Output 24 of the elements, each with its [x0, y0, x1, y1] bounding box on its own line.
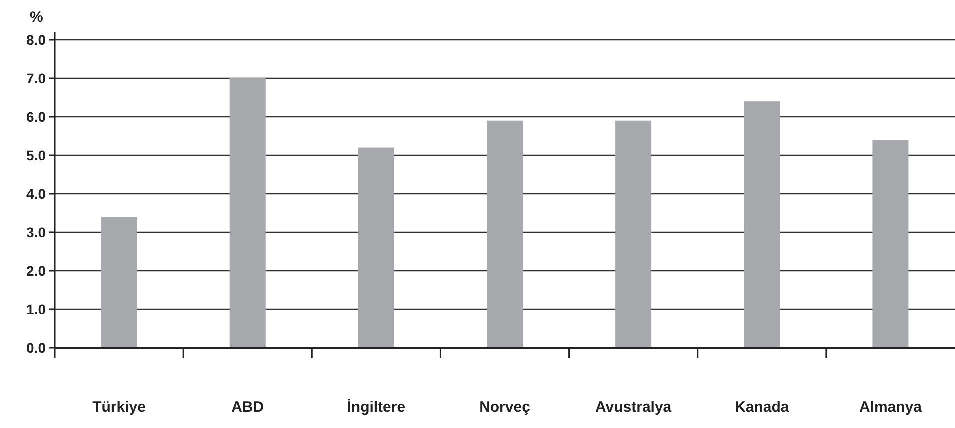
bar [358, 148, 394, 348]
x-tick-label: ABD [232, 399, 264, 416]
y-axis-title: % [30, 9, 44, 26]
y-tick-label: 4.0 [26, 186, 46, 202]
x-tick-label: Kanada [735, 399, 790, 416]
x-tick-label: Norveç [480, 399, 530, 416]
y-tick-label: 1.0 [26, 301, 46, 318]
bar [744, 102, 780, 348]
bar [101, 217, 138, 348]
y-tick-label: 0.0 [26, 340, 46, 356]
bar [487, 120, 523, 348]
y-tick-label: 8.0 [26, 32, 46, 48]
y-tick-label: 7.0 [26, 70, 46, 86]
x-tick-label: Avustralya [595, 399, 672, 416]
y-tick-label: 5.0 [26, 147, 46, 164]
x-tick-label: İngiltere [347, 399, 406, 416]
y-tick-label: 3.0 [26, 224, 46, 240]
x-tick-label: Almanya [859, 399, 923, 416]
bar [872, 140, 909, 348]
bar [616, 120, 652, 348]
y-tick-label: 6.0 [26, 108, 46, 125]
y-tick-label: 2.0 [26, 262, 46, 279]
bar [230, 78, 266, 348]
x-tick-label: Türkiye [92, 399, 146, 416]
